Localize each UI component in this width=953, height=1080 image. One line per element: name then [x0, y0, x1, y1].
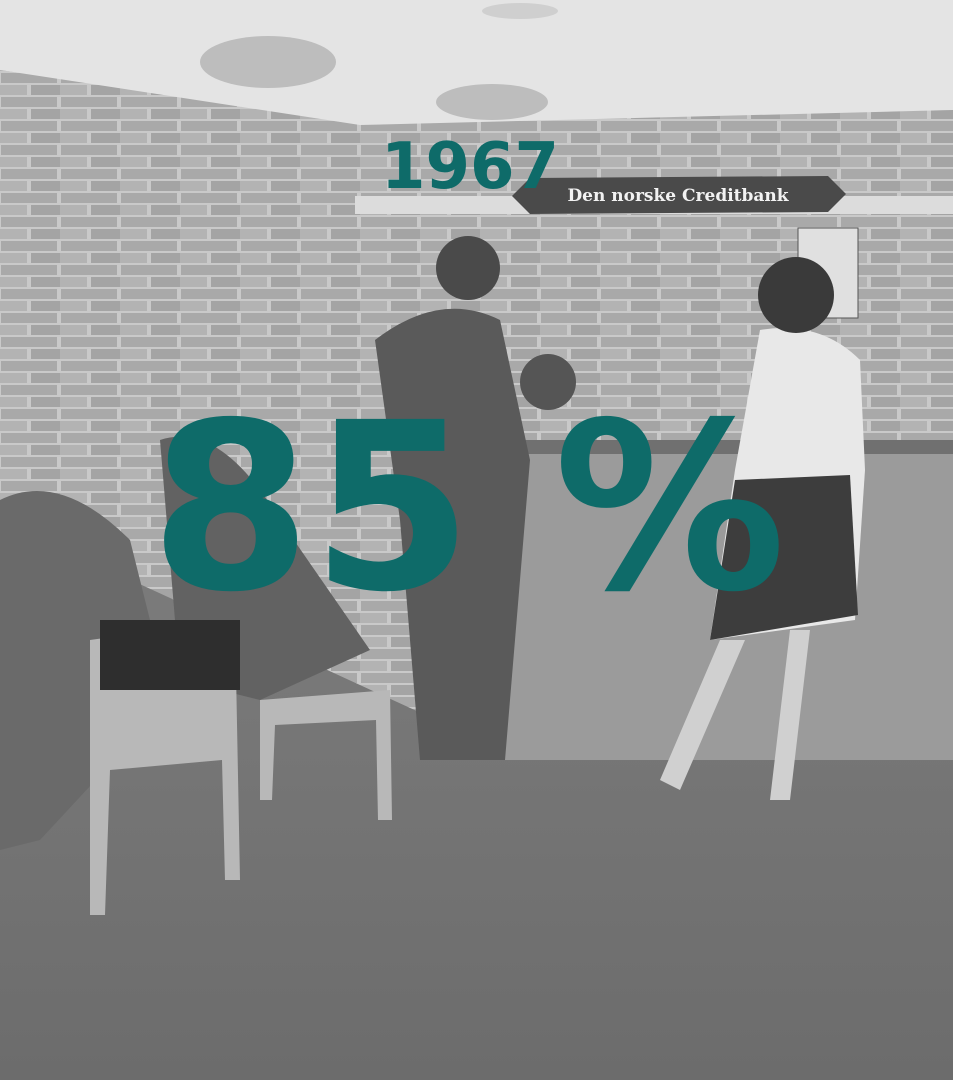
- page: Den norske Creditbank 1967 85 % (() => {…: [0, 0, 953, 1080]
- ceiling-lamp: [200, 36, 336, 88]
- ceiling-lamp: [482, 3, 558, 19]
- headline: 85 %: [150, 373, 786, 643]
- scene: Den norske Creditbank 1967 85 %: [0, 0, 953, 1080]
- year: 1967: [381, 130, 559, 204]
- sign-text: Den norske Creditbank: [567, 186, 789, 206]
- woman-head: [758, 257, 834, 333]
- man-head: [436, 236, 500, 300]
- ceiling-lamp: [436, 84, 548, 120]
